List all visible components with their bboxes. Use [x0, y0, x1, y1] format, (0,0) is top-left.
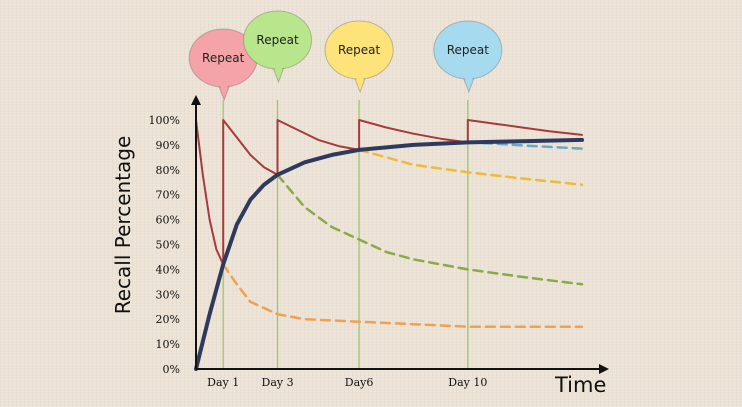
y-tick-label: 10% — [156, 338, 180, 351]
y-tick-label: 0% — [163, 363, 180, 376]
repeat-label: Repeat — [202, 51, 245, 65]
series-group — [194, 119, 584, 371]
y-axis-title: Recall Percentage — [111, 136, 135, 315]
y-tick-label: 90% — [156, 139, 180, 152]
series-line-5 — [357, 148, 584, 186]
x-tick-label: Day6 — [345, 376, 374, 389]
series-line-4 — [276, 173, 584, 286]
series-line-3 — [221, 263, 584, 328]
y-tick-labels: 0% 10% 20% 30% 40% 50% 60% 70% 80% 90% 100% — [149, 114, 180, 376]
y-tick-label: 30% — [156, 288, 180, 301]
x-tick-labels: Day 1 Day 3 Day6 Day 10 — [207, 376, 487, 389]
y-tick-label: 80% — [156, 164, 180, 177]
y-tick-label: 100% — [149, 114, 180, 127]
y-tick-label: 50% — [156, 239, 180, 252]
repeat-label: Repeat — [447, 43, 490, 57]
repeat-bubble-1: Repeat — [188, 28, 258, 102]
y-tick-label: 70% — [156, 189, 180, 202]
x-tick-label: Day 10 — [448, 376, 487, 389]
repeat-bubble-4: Repeat — [433, 20, 503, 94]
x-axis-title: Time — [554, 373, 606, 397]
y-tick-label: 40% — [156, 263, 180, 276]
repeat-label: Repeat — [256, 33, 299, 47]
series-line-1 — [194, 137, 584, 371]
y-tick-label: 60% — [156, 214, 180, 227]
repeat-bubble-2: Repeat — [243, 10, 313, 84]
x-tick-label: Day 3 — [262, 376, 294, 389]
repeat-bubble-3: Repeat — [324, 20, 394, 94]
repeat-bubbles: Repeat Repeat Repeat Repeat — [188, 10, 503, 102]
x-tick-label: Day 1 — [207, 376, 239, 389]
y-tick-label: 20% — [156, 313, 180, 326]
repeat-label: Repeat — [338, 43, 381, 57]
